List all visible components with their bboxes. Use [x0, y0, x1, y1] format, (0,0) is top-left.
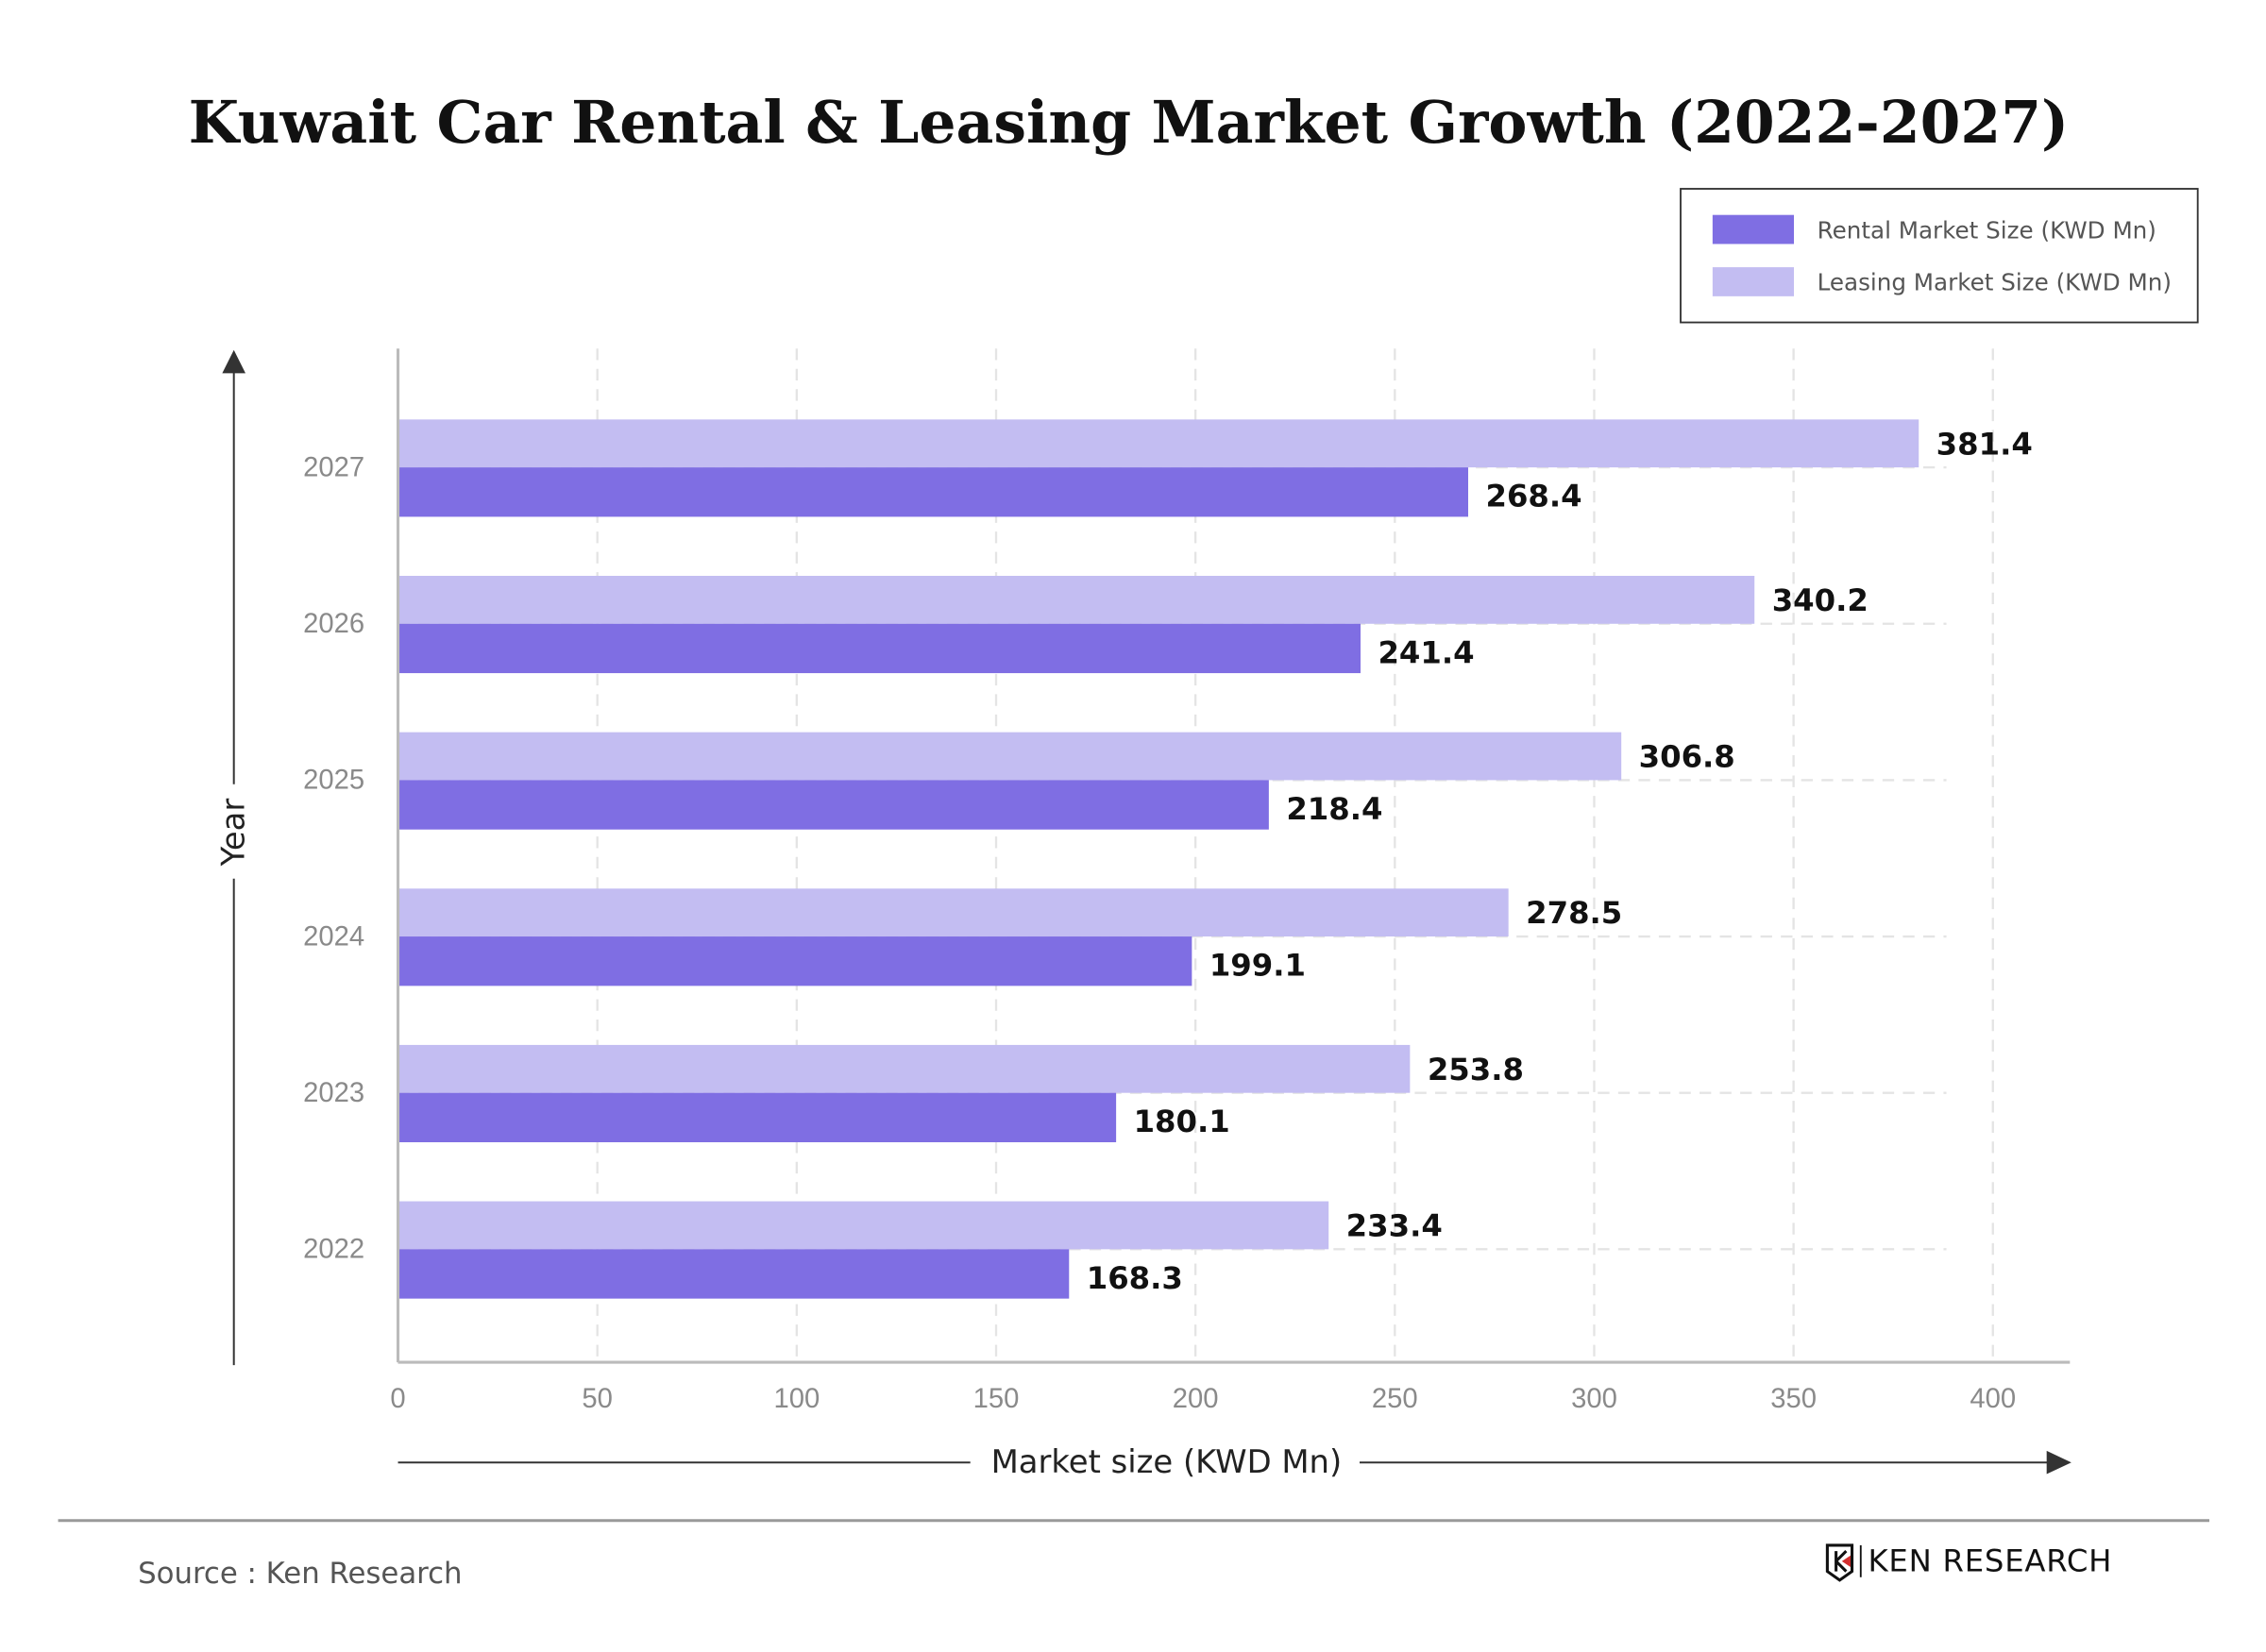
data-label-leasing: 306.8 — [1639, 739, 1735, 775]
bar-leasing-2027 — [397, 419, 1919, 468]
legend-swatch-rental — [1712, 214, 1794, 244]
data-label-leasing: 340.2 — [1772, 582, 1869, 618]
x-tick-label: 250 — [1372, 1384, 1418, 1414]
bar-leasing-2026 — [397, 576, 1755, 624]
ken-research-logo: KEN RESEARCH — [1825, 1543, 2112, 1582]
x-tick-label: 50 — [582, 1384, 613, 1414]
legend: Rental Market Size (KWD Mn) Leasing Mark… — [1680, 188, 2199, 324]
x-tick-label: 400 — [1970, 1384, 2016, 1414]
arrow-right-icon — [2046, 1450, 2072, 1475]
data-label-leasing: 233.4 — [1346, 1207, 1443, 1243]
logo-text: KEN RESEARCH — [1868, 1543, 2112, 1579]
bar-rental-2027 — [397, 467, 1469, 517]
bar-leasing-2023 — [397, 1044, 1411, 1093]
bar-rental-2026 — [397, 623, 1361, 674]
y-tick-label: 2027 — [303, 452, 364, 482]
bar-rental-2024 — [397, 936, 1192, 986]
bar-leasing-2022 — [397, 1201, 1329, 1250]
data-label-leasing: 253.8 — [1428, 1052, 1524, 1087]
legend-swatch-leasing — [1712, 267, 1794, 296]
y-tick-label: 2026 — [303, 609, 364, 639]
y-tick-label: 2022 — [303, 1235, 364, 1265]
arrow-up-icon — [222, 349, 245, 374]
data-label-rental: 168.3 — [1087, 1260, 1183, 1296]
x-tick-label: 350 — [1770, 1384, 1817, 1414]
data-label-rental: 218.4 — [1286, 791, 1382, 827]
data-label-rental: 199.1 — [1209, 948, 1306, 984]
data-label-rental: 268.4 — [1485, 479, 1581, 514]
y-tick-label: 2025 — [303, 766, 364, 796]
bar-leasing-2025 — [397, 732, 1622, 781]
x-tick-label: 200 — [1173, 1384, 1219, 1414]
y-tick-label: 2023 — [303, 1078, 364, 1108]
data-label-leasing: 381.4 — [1936, 426, 2033, 462]
data-label-leasing: 278.5 — [1526, 895, 1622, 931]
legend-label-rental: Rental Market Size (KWD Mn) — [1818, 216, 2156, 244]
source-text: Source : Ken Research — [138, 1557, 462, 1591]
x-tick-label: 150 — [973, 1384, 1020, 1414]
x-tick-label: 100 — [773, 1384, 820, 1414]
data-label-rental: 241.4 — [1378, 634, 1474, 670]
x-axis-title: Market size (KWD Mn) — [991, 1443, 1343, 1480]
bar-leasing-2024 — [397, 888, 1509, 937]
y-axis-title: Year — [214, 799, 251, 868]
x-tick-label: 0 — [390, 1384, 405, 1414]
chart-title: Kuwait Car Rental & Leasing Market Growt… — [189, 88, 2070, 157]
y-tick-label: 2024 — [303, 921, 364, 952]
bar-rental-2022 — [397, 1249, 1070, 1299]
bar-rental-2023 — [397, 1092, 1117, 1142]
legend-label-leasing: Leasing Market Size (KWD Mn) — [1818, 269, 2172, 296]
x-tick-label: 300 — [1571, 1384, 1617, 1414]
data-label-rental: 180.1 — [1134, 1104, 1230, 1139]
bar-rental-2025 — [397, 780, 1269, 830]
